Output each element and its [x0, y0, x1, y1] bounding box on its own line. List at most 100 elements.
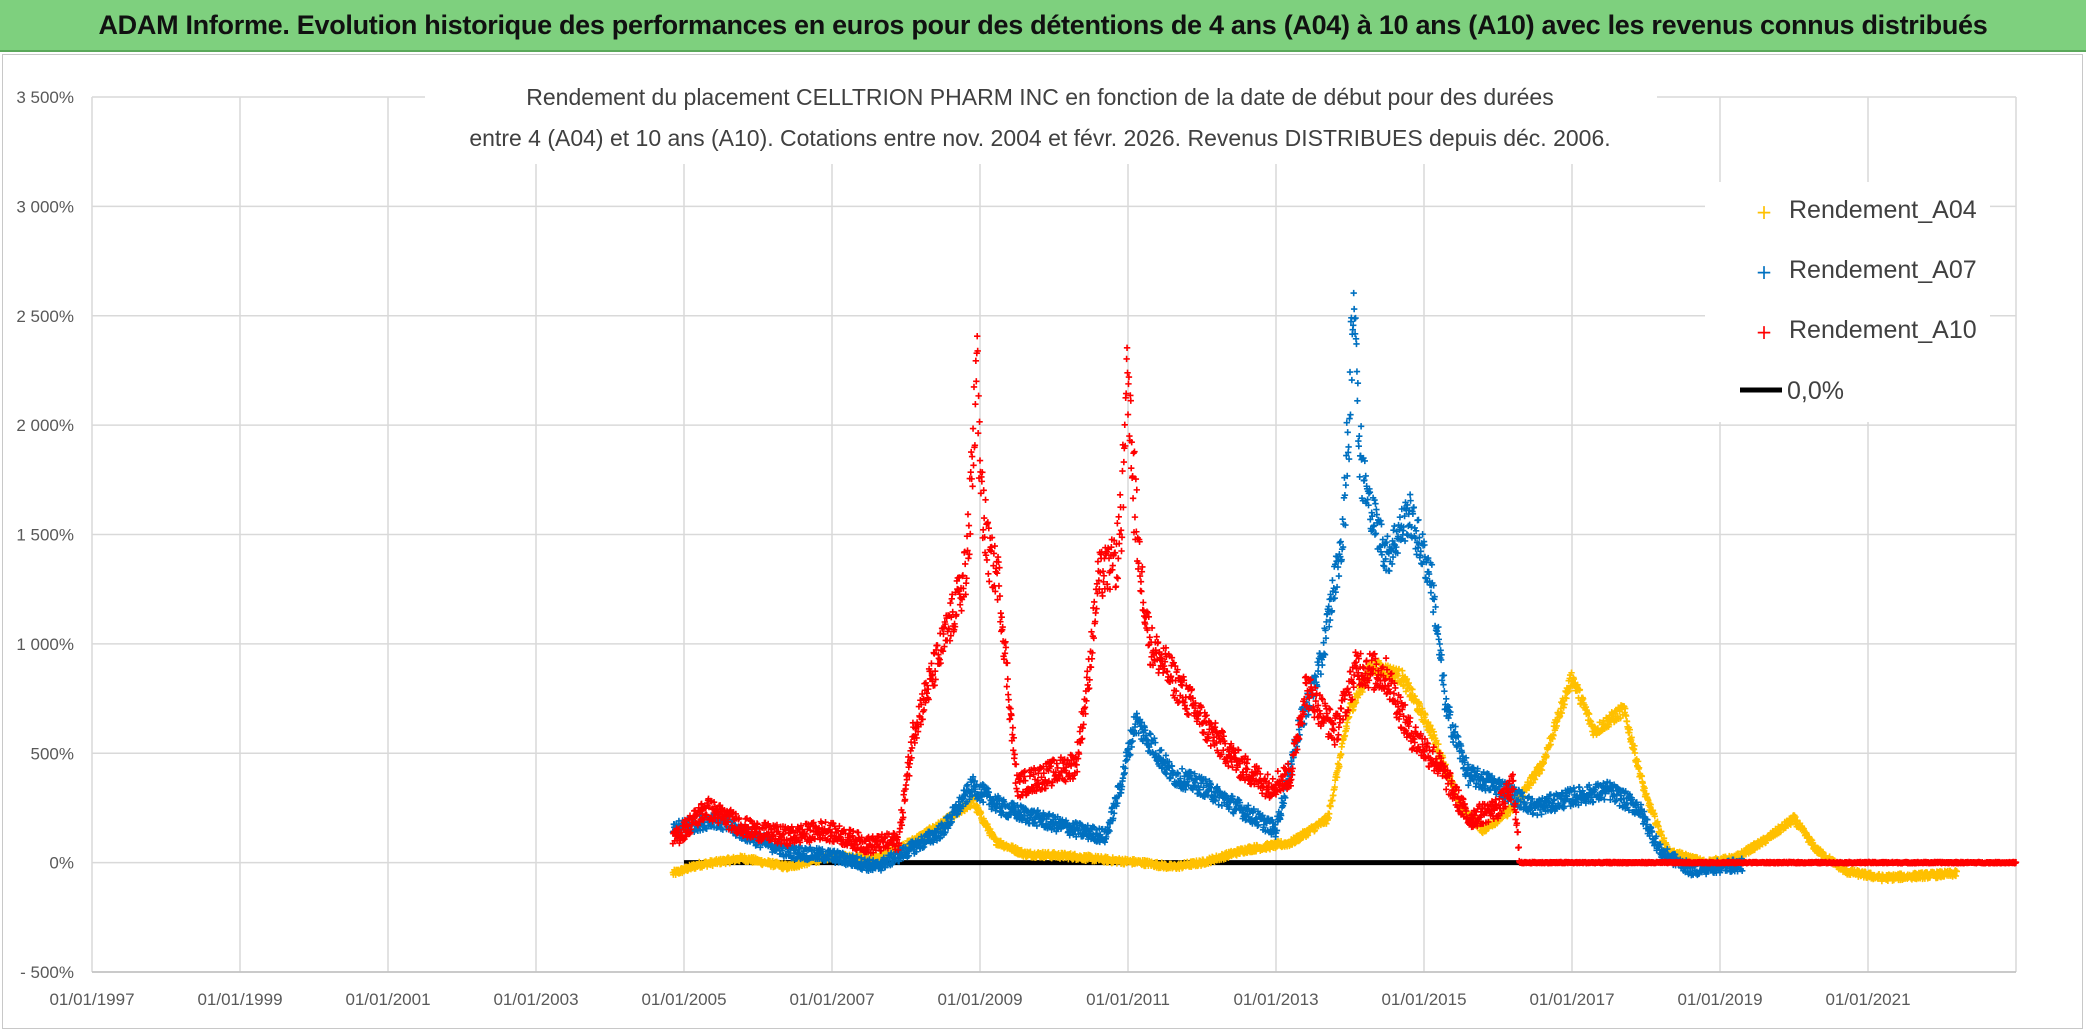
data-point [1343, 725, 1350, 732]
data-point [1651, 813, 1658, 820]
data-point [1433, 737, 1440, 744]
data-point [807, 844, 814, 851]
data-point [1353, 368, 1361, 375]
data-point [1331, 783, 1338, 791]
data-point [1558, 709, 1566, 717]
data-point [1623, 718, 1631, 725]
data-point [1440, 681, 1447, 688]
series-Rendement_A07 [669, 289, 1746, 879]
data-point [1345, 443, 1352, 451]
data-point [984, 820, 991, 828]
data-point [1158, 746, 1165, 754]
x-tick-label: 01/01/2017 [1529, 990, 1614, 1009]
data-point [1354, 397, 1361, 404]
x-tick-label: 01/01/1999 [197, 990, 282, 1009]
data-point [1395, 665, 1403, 673]
x-tick-label: 01/01/2019 [1677, 990, 1762, 1009]
data-point [1413, 551, 1420, 558]
data-point [1631, 742, 1638, 749]
y-tick-label: 2 000% [16, 416, 74, 435]
data-point [1626, 726, 1634, 733]
data-point [1531, 776, 1539, 783]
x-tick-label: 01/01/2011 [1086, 990, 1170, 1009]
data-point [1178, 765, 1186, 772]
y-tick-label: 3 000% [16, 197, 74, 216]
data-point [777, 850, 784, 858]
data-point [1346, 368, 1354, 376]
data-point [1566, 687, 1573, 695]
data-point [1435, 740, 1442, 748]
data-point [1391, 522, 1398, 530]
data-point [1639, 779, 1646, 787]
x-tick-label: 01/01/2015 [1381, 990, 1466, 1009]
x-tick-label: 01/01/2021 [1825, 990, 1910, 1009]
series-layer [669, 289, 2020, 885]
data-point [1427, 589, 1435, 596]
x-tick-label: 01/01/2007 [789, 990, 874, 1009]
data-point [1621, 705, 1629, 712]
data-point [1215, 801, 1222, 808]
data-point [1635, 764, 1643, 771]
y-tick-label: - 500% [20, 963, 74, 982]
data-point [1403, 675, 1411, 683]
data-point [1953, 868, 1960, 875]
data-point [1344, 429, 1351, 436]
data-point [1582, 703, 1590, 711]
data-point [1435, 636, 1442, 643]
data-point [1357, 423, 1365, 430]
data-point [1550, 732, 1557, 739]
data-point [1350, 305, 1358, 313]
data-point [1554, 717, 1561, 725]
data-point [1356, 432, 1363, 440]
data-point [1338, 751, 1345, 758]
data-point [1342, 481, 1350, 489]
data-point [1330, 792, 1337, 799]
data-point [1339, 515, 1346, 523]
data-point [992, 835, 999, 842]
data-point [1361, 476, 1368, 484]
data-point [1162, 769, 1169, 777]
y-tick-label: 1 000% [16, 635, 74, 654]
data-point [1536, 770, 1543, 777]
data-point [1585, 710, 1593, 718]
data-point [1565, 688, 1572, 695]
y-tick-label: 1 500% [16, 526, 74, 545]
data-point [1793, 818, 1800, 825]
data-point [1605, 721, 1613, 729]
x-tick-label: 01/01/2003 [493, 990, 578, 1009]
data-point [1325, 810, 1333, 817]
data-point [1576, 686, 1584, 693]
data-point [1390, 526, 1397, 534]
y-tick-label: 2 500% [16, 307, 74, 326]
data-point [1437, 647, 1444, 654]
data-point [1359, 688, 1366, 696]
data-point [1415, 516, 1422, 524]
data-point [1336, 539, 1344, 546]
data-point [1430, 731, 1438, 739]
data-point [1419, 530, 1426, 538]
data-point [1563, 695, 1570, 702]
data-point [1547, 741, 1554, 748]
data-point [1427, 722, 1434, 729]
data-point [1406, 491, 1414, 498]
data-point [1331, 595, 1338, 602]
banner-title: ADAM Informe. Evolution historique des p… [98, 9, 1988, 40]
x-tick-label: 01/01/2009 [937, 990, 1022, 1009]
data-point [1347, 411, 1354, 418]
data-point [1529, 779, 1537, 786]
x-tick-label: 01/01/1997 [49, 990, 134, 1009]
data-point [1628, 734, 1635, 741]
data-point [1819, 849, 1827, 856]
data-point [1337, 538, 1344, 545]
data-point [1323, 820, 1330, 827]
data-point [1638, 773, 1646, 780]
y-tick-label: 0% [49, 854, 74, 873]
data-point [1634, 758, 1642, 765]
data-point [1568, 669, 1575, 676]
data-point [1405, 522, 1412, 530]
data-point [757, 844, 764, 851]
data-point [839, 849, 846, 857]
data-point [1647, 801, 1654, 808]
data-point [1354, 379, 1362, 387]
axis-labels: - 500%0%500%1 000%1 500%2 000%2 500%3 00… [16, 88, 1910, 1009]
